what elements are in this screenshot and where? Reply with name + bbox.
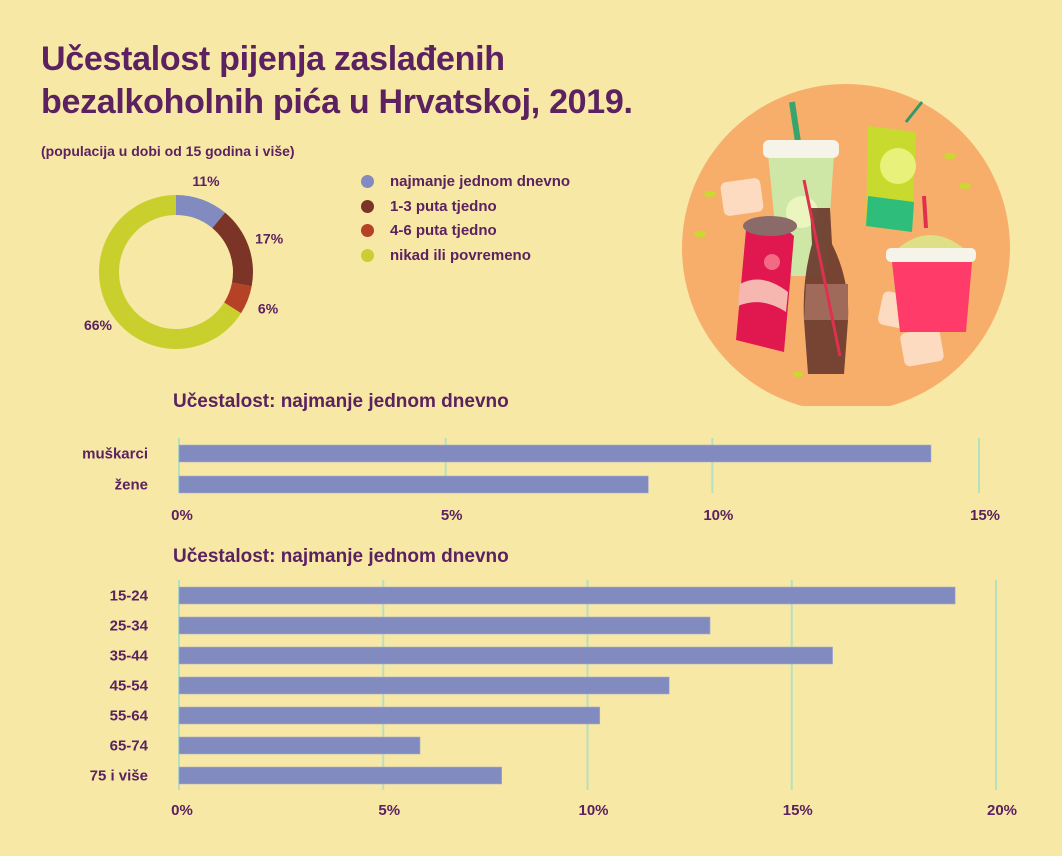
page-title: Učestalost pijenja zaslađenih bezalkohol… <box>41 38 633 124</box>
legend-item: najmanje jednom dnevno <box>360 172 570 197</box>
page-subtitle: (populacija u dobi od 15 godina i više) <box>41 143 295 159</box>
legend-label: nikad ili povremeno <box>390 246 531 264</box>
illustration-circle <box>682 84 1010 406</box>
legend-label: 4-6 puta tjedno <box>390 222 497 239</box>
drop-icon <box>694 153 971 377</box>
bar <box>178 586 956 605</box>
gender-bar-chart: Učestalost: najmanje jednom dnevno muška… <box>82 391 1000 524</box>
tick-label: 0% <box>171 507 193 524</box>
legend-item: 1-3 puta tjedno <box>360 197 570 222</box>
chart-title: Učestalost: najmanje jednom dnevno <box>173 391 509 412</box>
tick-label: 15% <box>970 507 1000 524</box>
title-line-1: Učestalost pijenja zaslađenih <box>41 40 505 78</box>
category-labels: muškarci žene <box>82 446 148 494</box>
bar <box>178 706 601 725</box>
bar <box>178 736 421 755</box>
legend-label: 1-3 puta tjedno <box>390 197 497 215</box>
bar <box>178 676 670 695</box>
donut-label: 11% <box>192 173 220 189</box>
category-labels: 15-24 25-34 35-44 45-54 55-64 65-74 75 i više <box>90 588 149 785</box>
bar <box>178 616 711 635</box>
bars <box>178 586 956 785</box>
legend-dot-icon <box>361 248 374 262</box>
category-label: 55-64 <box>110 708 149 725</box>
tick-label: 15% <box>783 802 813 819</box>
chart-title: Učestalost: najmanje jednom dnevno <box>173 546 509 567</box>
donut-chart: 11% 17% 6% 66% <box>84 173 284 349</box>
donut-label: 17% <box>255 230 284 246</box>
tick-label: 5% <box>441 507 463 524</box>
bar <box>178 475 649 494</box>
donut-slice <box>224 282 252 314</box>
bar <box>178 766 503 785</box>
legend-item: nikad ili povremeno <box>360 246 570 271</box>
donut-slice <box>212 212 253 287</box>
legend-dot-icon <box>361 224 374 237</box>
tick-label: 10% <box>578 802 608 819</box>
legend-item: 4-6 puta tjedno <box>360 221 570 246</box>
tick-label: 10% <box>703 507 733 524</box>
legend-dot-icon <box>361 199 374 213</box>
donut-legend: najmanje jednom dnevno 1-3 puta tjedno 4-6… <box>360 172 570 270</box>
category-label: 65-74 <box>110 738 149 755</box>
tick-labels: 0% 5% 10% 15% 20% <box>171 802 1017 819</box>
soft-drinks-illustration <box>682 84 1010 406</box>
legend-label: najmanje jednom dnevno <box>390 173 571 190</box>
donut-labels: 11% 17% 6% 66% <box>84 173 284 333</box>
donut-label: 66% <box>84 317 113 333</box>
bar <box>178 646 833 665</box>
bar <box>178 444 932 463</box>
category-label: 45-54 <box>110 678 149 695</box>
title-line-2: bezalkoholnih pića u Hrvatskoj, 2019. <box>41 83 633 121</box>
tick-labels: 0% 5% 10% 15% <box>171 507 1000 524</box>
category-label: 75 i više <box>90 768 148 785</box>
donut-label: 6% <box>258 300 279 316</box>
donut-slices <box>98 195 253 349</box>
bottle-icon <box>802 179 849 374</box>
category-label: 25-34 <box>110 618 149 635</box>
juice-box-icon <box>866 101 924 232</box>
category-label: 15-24 <box>110 588 149 605</box>
tick-label: 0% <box>171 802 193 819</box>
can-icon <box>736 216 797 352</box>
bars <box>178 444 932 494</box>
donut-slice <box>176 195 226 229</box>
legend-dot-icon <box>361 175 374 188</box>
age-bar-chart: Učestalost: najmanje jednom dnevno 15-24… <box>90 546 1017 819</box>
tick-label: 5% <box>378 802 400 819</box>
category-label: 35-44 <box>110 648 149 665</box>
category-label: žene <box>115 477 148 494</box>
category-label: muškarci <box>82 446 148 463</box>
tick-label: 20% <box>987 802 1017 819</box>
slushie-cup-icon <box>886 195 976 332</box>
